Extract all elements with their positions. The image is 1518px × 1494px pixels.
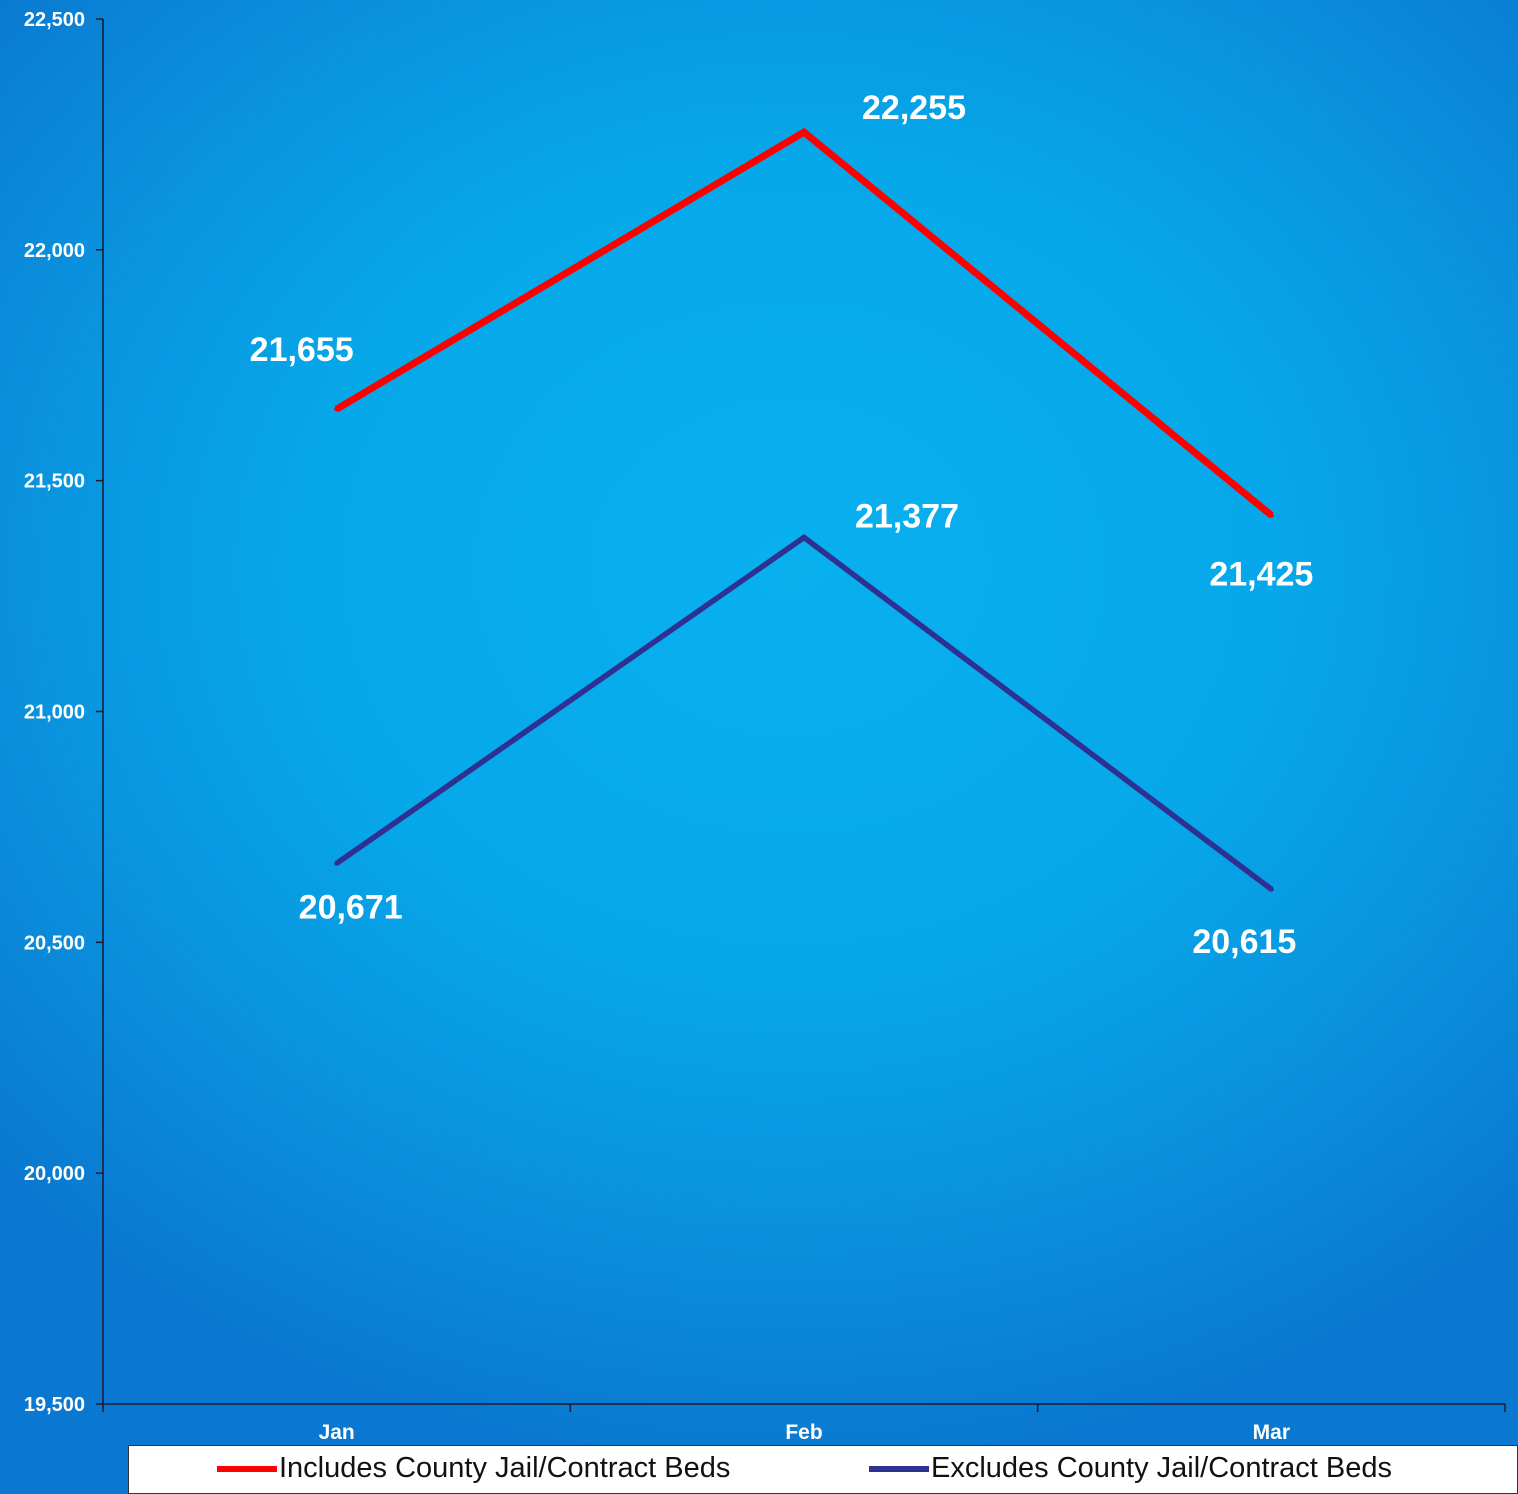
legend-swatch-excludes xyxy=(869,1465,929,1472)
legend-item-includes: Includes County Jail/Contract Beds xyxy=(217,1452,730,1485)
y-tick-label: 22,500 xyxy=(24,9,85,31)
data-point xyxy=(334,860,340,866)
x-tick-label: Mar xyxy=(1253,1421,1290,1444)
data-label: 20,615 xyxy=(1192,923,1296,961)
data-label: 21,655 xyxy=(250,331,354,369)
x-tick-label: Jan xyxy=(319,1421,355,1444)
y-tick-label: 20,000 xyxy=(24,1163,85,1185)
data-label: 22,255 xyxy=(862,89,966,127)
series-line-includes xyxy=(334,127,1274,518)
data-point xyxy=(1268,886,1274,892)
x-tick-label: Feb xyxy=(785,1421,822,1444)
legend-label-excludes: Excludes County Jail/Contract Beds xyxy=(931,1452,1392,1484)
legend-item-excludes: Excludes County Jail/Contract Beds xyxy=(869,1452,1392,1485)
legend-swatch-includes xyxy=(217,1465,277,1472)
data-labels: 21,655 22,255 21,425 20,671 21,377 20,615 xyxy=(250,89,1314,961)
series-lines xyxy=(334,127,1274,892)
legend-label-includes: Includes County Jail/Contract Beds xyxy=(279,1452,731,1484)
series-line-excludes xyxy=(335,534,1273,892)
y-tick-label: 19,500 xyxy=(24,1394,85,1416)
data-point xyxy=(334,406,340,412)
axes: 19,500 20,000 20,500 21,000 21,500 22,000 22,5… xyxy=(24,9,1506,1444)
data-label: 20,671 xyxy=(299,888,403,926)
legend: Includes County Jail/Contract Beds Exclu… xyxy=(128,1445,1518,1494)
data-label: 21,377 xyxy=(855,497,959,535)
data-point xyxy=(801,129,807,135)
data-label: 21,425 xyxy=(1209,555,1313,593)
y-tick-label: 21,500 xyxy=(24,471,85,493)
data-point xyxy=(801,534,807,540)
y-tick-label: 20,500 xyxy=(24,932,85,954)
data-point xyxy=(1268,512,1274,518)
y-tick-label: 21,000 xyxy=(24,702,85,724)
y-tick-label: 22,000 xyxy=(24,240,85,262)
